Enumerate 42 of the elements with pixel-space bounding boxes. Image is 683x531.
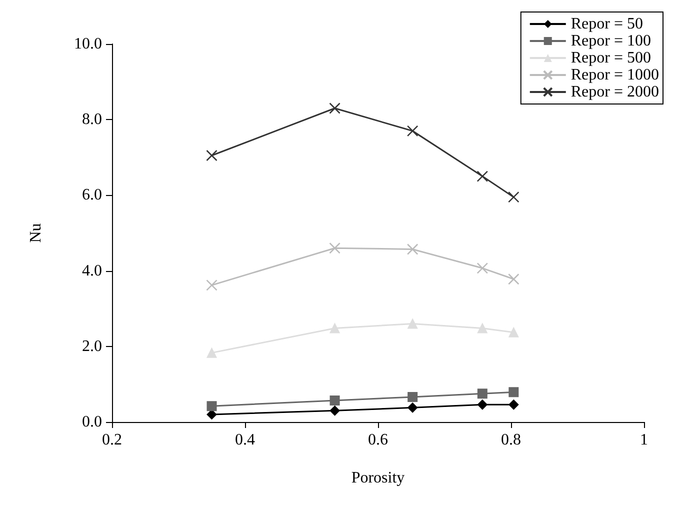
y-tick-label: 0.0: [82, 414, 102, 430]
point: [477, 323, 488, 334]
y-tick-label: 2.0: [82, 338, 102, 355]
point: [206, 401, 217, 412]
point: [476, 262, 488, 274]
point: [508, 273, 520, 285]
point: [206, 348, 217, 358]
point: [508, 191, 520, 203]
point: [406, 125, 418, 137]
point: [508, 387, 519, 398]
point: [508, 327, 519, 338]
point: [330, 406, 340, 416]
y-tick-label: 6.0: [82, 186, 102, 204]
point: [408, 392, 418, 402]
point: [206, 280, 218, 291]
point: [408, 318, 418, 329]
legend-label: Repor = 50: [570, 16, 643, 32]
point: [477, 400, 488, 410]
y-tick-label: 8.0: [82, 111, 102, 128]
point: [508, 400, 519, 410]
x-tick-label: 1: [640, 432, 648, 448]
point: [476, 170, 488, 182]
x-tick-label: 0.2: [102, 432, 122, 448]
y-tick-label: 4.0: [82, 262, 102, 280]
point: [408, 402, 418, 413]
y-axis-title: Nu: [28, 223, 44, 243]
point: [330, 395, 340, 406]
legend-label: Repor = 100: [570, 32, 651, 50]
legend-label: Repor = 1000: [570, 66, 659, 84]
y-tick-label: 10.0: [74, 36, 102, 52]
point: [406, 244, 418, 255]
x-axis-title: Porosity: [351, 470, 405, 486]
legend-label: Repor = 500: [570, 50, 651, 66]
point: [477, 388, 488, 399]
legend-label: Repor = 2000: [570, 84, 659, 100]
x-tick-label: 0.4: [235, 432, 255, 448]
point: [330, 323, 340, 334]
point: [329, 102, 340, 114]
point: [206, 150, 218, 162]
x-tick-label: 0.8: [501, 432, 521, 448]
x-tick-label: 0.6: [368, 432, 388, 448]
point: [329, 242, 340, 254]
